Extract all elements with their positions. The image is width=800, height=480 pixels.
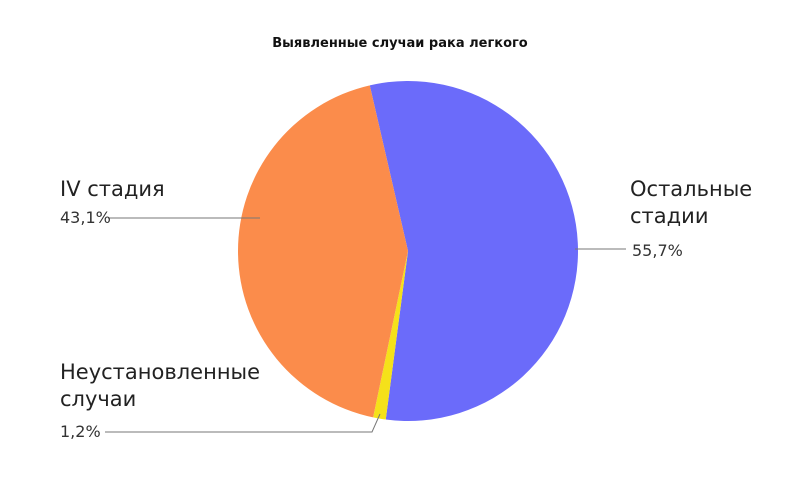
- pie-slice: [373, 251, 408, 420]
- chart-title: Выявленные случаи рака легкого: [272, 36, 528, 51]
- value-label: 55,7%: [632, 241, 683, 260]
- value-label: 43,1%: [60, 208, 111, 227]
- pie-slice: [369, 81, 578, 421]
- pie-slice: [237, 85, 408, 418]
- slice-label: Неустановленные случаи: [60, 360, 261, 411]
- slice-label: IV стадия: [60, 177, 165, 201]
- value-label: 1,2%: [60, 422, 101, 441]
- leader-line: [105, 413, 381, 433]
- slice-label: Остальные стадии: [630, 177, 753, 228]
